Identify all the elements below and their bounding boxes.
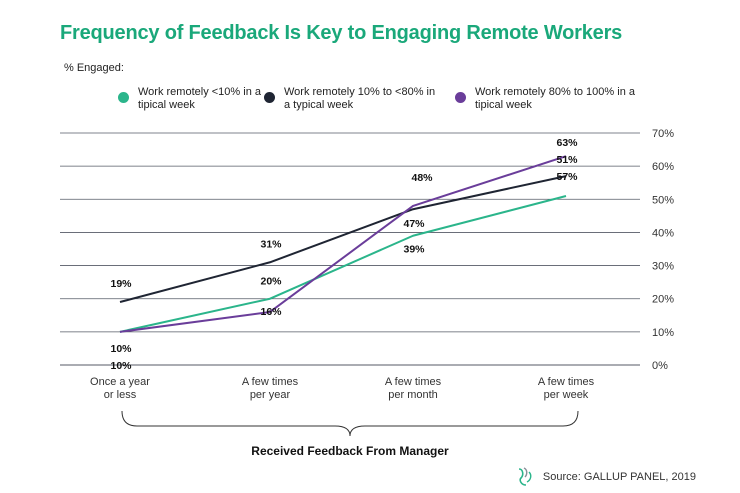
data-label: 10%: [110, 360, 132, 372]
legend-swatch-green: [118, 92, 129, 103]
y-tick-label: 70%: [652, 128, 674, 140]
x-tick-label: A few times: [385, 376, 442, 388]
source-note: Source: GALLUP PANEL, 2019: [515, 466, 696, 488]
series-line-0: [119, 195, 567, 333]
y-tick-label: 10%: [652, 327, 674, 339]
data-label: 39%: [403, 244, 425, 256]
data-label: 31%: [260, 238, 282, 250]
y-tick-label: 30%: [652, 261, 674, 273]
series-line-2: [119, 155, 567, 333]
data-label: 51%: [556, 154, 578, 166]
data-label: 48%: [411, 172, 433, 184]
data-label: 63%: [556, 137, 578, 149]
x-tick-label: per week: [544, 389, 589, 401]
x-tick-label: Once a year: [90, 376, 150, 388]
series-line-1: [119, 175, 567, 303]
y-tick-label: 0%: [652, 360, 668, 372]
gallup-logo-icon: [518, 467, 532, 486]
x-tick-label: A few times: [538, 376, 595, 388]
x-tick-label: A few times: [242, 376, 299, 388]
data-label: 19%: [110, 278, 132, 290]
data-label: 10%: [110, 343, 132, 355]
x-tick-label: or less: [104, 389, 137, 401]
chart-title: Frequency of Feedback Is Key to Engaging…: [60, 22, 623, 44]
data-label: 20%: [260, 276, 282, 288]
data-label: 16%: [260, 306, 282, 318]
legend-swatch-navy: [264, 92, 275, 103]
legend: Work remotely <10% in a tipical week Wor…: [0, 86, 740, 116]
data-label: 47%: [403, 218, 425, 230]
data-label: 57%: [556, 171, 578, 183]
axis-brace: [121, 410, 579, 437]
x-tick-label: per month: [388, 389, 438, 401]
source-text: Source: GALLUP PANEL, 2019: [542, 471, 696, 483]
y-tick-label: 60%: [652, 161, 674, 173]
y-tick-label: 50%: [652, 194, 674, 206]
legend-item-purple: Work remotely 80% to 100% in a tipical w…: [455, 86, 635, 112]
legend-label-green: Work remotely <10% in a tipical week: [138, 86, 261, 111]
y-tick-label: 40%: [652, 227, 674, 239]
legend-swatch-purple: [455, 92, 466, 103]
x-axis-label: Received Feedback From Manager: [251, 444, 449, 458]
legend-label-navy: Work remotely 10% to <80% in a typical w…: [284, 86, 436, 111]
legend-item-green: Work remotely <10% in a tipical week: [118, 86, 278, 112]
legend-item-navy: Work remotely 10% to <80% in a typical w…: [264, 86, 444, 112]
y-axis-caption: % Engaged:: [64, 62, 124, 74]
x-tick-label: per year: [250, 389, 291, 401]
legend-label-purple: Work remotely 80% to 100% in a tipical w…: [475, 86, 635, 111]
y-tick-label: 20%: [652, 294, 674, 306]
